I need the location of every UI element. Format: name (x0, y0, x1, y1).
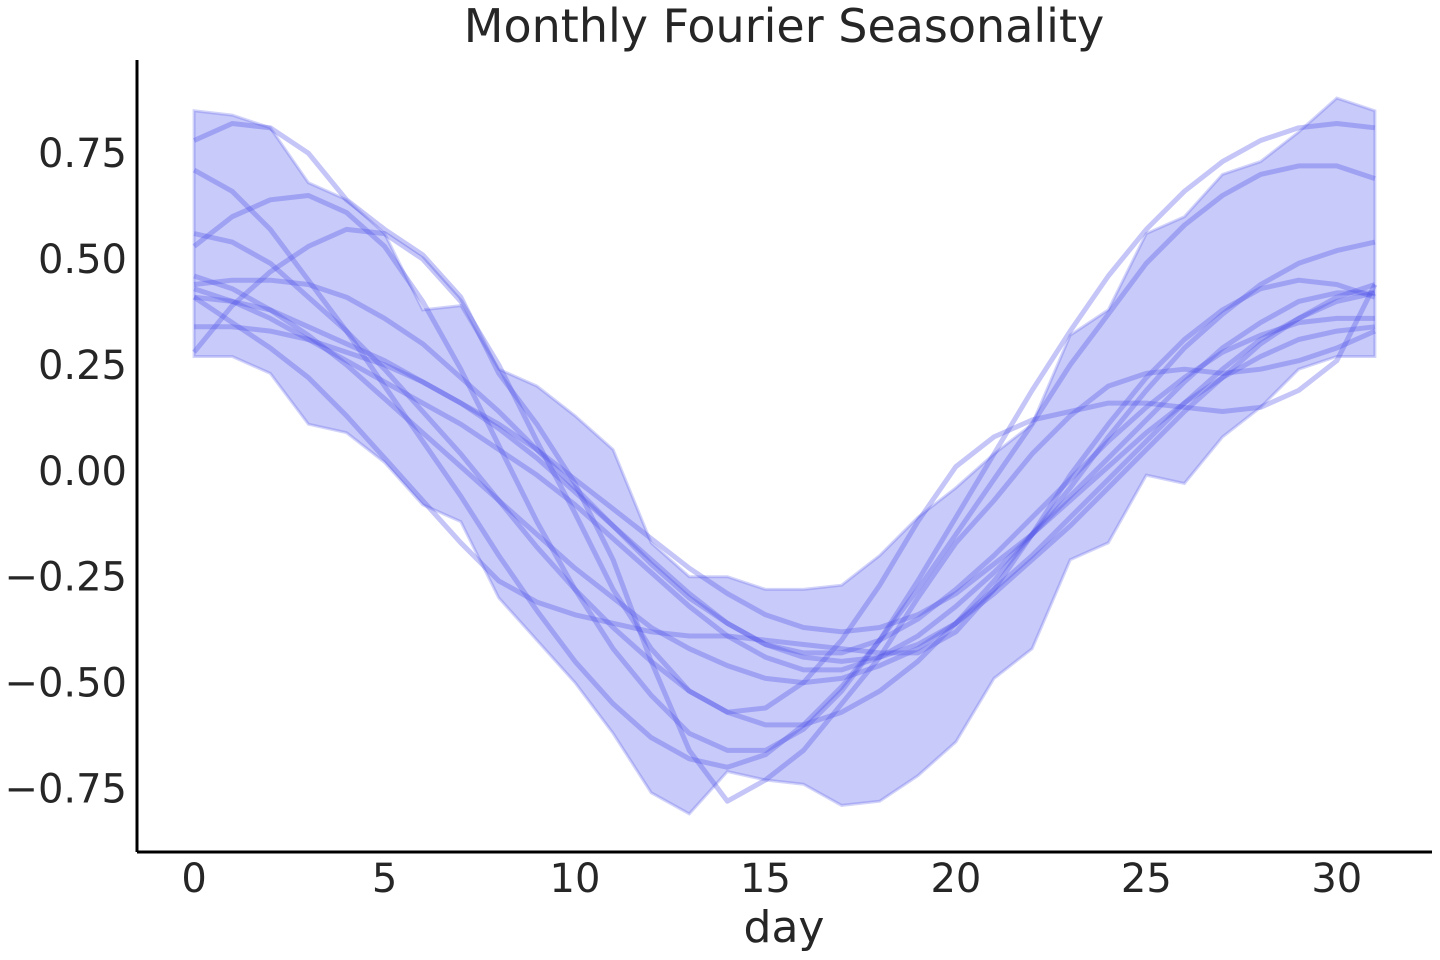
x-tick-label: 10 (550, 856, 601, 902)
y-tick-label: 0.50 (38, 237, 127, 283)
x-tick-label: 25 (1121, 856, 1172, 902)
series-line-9 (194, 324, 1376, 635)
x-tick-label: 0 (181, 856, 206, 902)
series-line-1 (193, 121, 1376, 804)
y-tick-labels: 0.75 0.50 0.25 0.00 −0.25 −0.50 −0.75 (4, 131, 127, 812)
plot-area (192, 96, 1378, 816)
x-tick-label: 20 (930, 856, 981, 902)
y-tick-label: −0.25 (4, 555, 127, 601)
series-line-7 (193, 286, 1375, 673)
series-line-8 (193, 294, 1375, 656)
series-line-5 (193, 273, 1376, 686)
uncertainty-band (192, 96, 1377, 816)
x-tick-label: 5 (372, 856, 397, 902)
y-tick-label: 0.25 (38, 343, 127, 389)
x-tick-label: 15 (740, 856, 791, 902)
series-line-11 (192, 277, 1376, 656)
series-line-2 (192, 163, 1376, 770)
series-line-10 (192, 226, 1378, 715)
y-tick-label: 0.75 (38, 131, 127, 177)
series-lines (192, 121, 1378, 804)
x-tick-labels: 0 5 10 15 20 25 30 (181, 856, 1362, 902)
chart-title: Monthly Fourier Seasonality (464, 0, 1104, 53)
y-tick-label: 0.00 (38, 449, 127, 495)
x-tick-label: 30 (1311, 856, 1362, 902)
series-line-6 (193, 277, 1376, 664)
series-line-3 (193, 231, 1376, 728)
y-tick-label: −0.75 (4, 766, 127, 812)
x-axis-label: day (744, 902, 825, 953)
y-tick-label: −0.50 (4, 661, 127, 707)
series-line-4 (192, 121, 1376, 753)
